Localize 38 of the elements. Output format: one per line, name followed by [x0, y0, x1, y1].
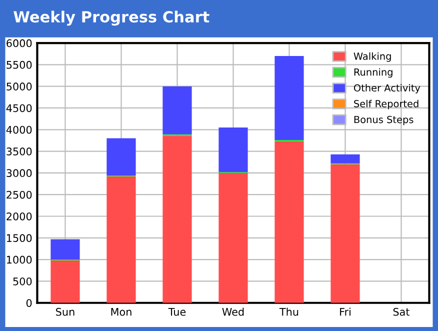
y-tick-label: 6000: [6, 39, 32, 48]
y-tick-label: 4000: [6, 126, 32, 134]
legend-label: Running: [354, 68, 392, 78]
bar: [330, 164, 360, 303]
bar: [274, 56, 304, 140]
legend-label: Other Activity: [354, 84, 420, 94]
x-tick-label: Sun: [56, 308, 74, 316]
x-tick-label: Fri: [340, 308, 350, 316]
bar: [162, 86, 192, 134]
bar: [274, 141, 304, 303]
y-tick-label: 500: [13, 277, 32, 286]
bar: [218, 127, 248, 172]
bar: [162, 136, 192, 303]
y-tick-label: 5500: [6, 60, 32, 69]
legend-label: Walking: [354, 52, 391, 62]
bar: [50, 260, 80, 303]
bar: [330, 154, 360, 164]
y-tick-label: 5000: [6, 82, 32, 90]
y-tick-label: 4500: [6, 104, 32, 112]
y-tick-label: 2000: [6, 212, 32, 220]
x-tick-label: Mon: [111, 308, 132, 316]
bar: [106, 176, 136, 303]
y-tick-label: 3000: [6, 169, 32, 178]
x-tick-label: Wed: [222, 308, 244, 316]
bar: [106, 138, 136, 176]
x-tick-label: Thu: [279, 308, 298, 316]
y-tick-label: 1000: [7, 256, 32, 264]
bar: [50, 239, 80, 260]
legend-label: Bonus Steps: [354, 116, 414, 126]
bar: [218, 172, 248, 303]
y-tick-label: 2500: [6, 190, 32, 199]
legend-label: Self Reported: [354, 100, 418, 110]
y-tick-label: 0: [26, 299, 32, 307]
x-tick-label: Tue: [168, 308, 186, 316]
chart-title: Weekly Progress Chart: [14, 10, 210, 26]
x-tick-label: Sat: [393, 308, 410, 316]
y-tick-label: 3500: [6, 148, 32, 156]
y-tick-label: 1500: [7, 234, 32, 242]
